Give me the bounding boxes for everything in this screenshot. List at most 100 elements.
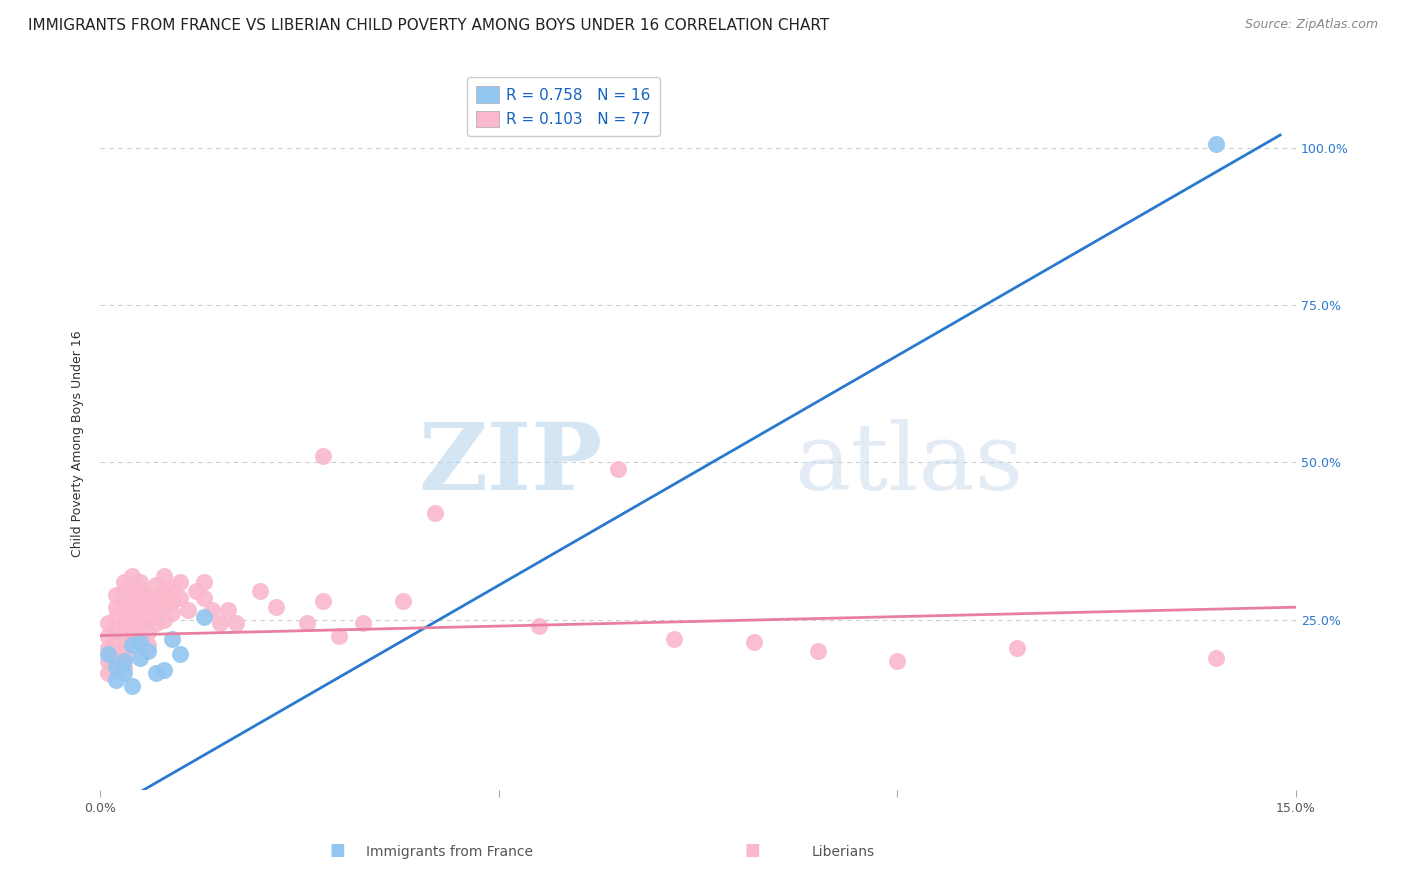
Point — [97, 654, 120, 668]
Point — [121, 603, 143, 617]
Point — [153, 568, 176, 582]
Point — [105, 654, 128, 668]
Point — [136, 644, 159, 658]
Point — [264, 600, 287, 615]
Point — [112, 584, 135, 599]
Text: ■: ■ — [744, 841, 761, 859]
Y-axis label: Child Poverty Among Boys Under 16: Child Poverty Among Boys Under 16 — [72, 330, 84, 557]
Point — [105, 635, 128, 649]
Point — [160, 607, 183, 621]
Point — [423, 506, 446, 520]
Point — [136, 588, 159, 602]
Point — [129, 584, 152, 599]
Point — [1205, 137, 1227, 152]
Text: atlas: atlas — [794, 419, 1024, 509]
Point — [129, 594, 152, 608]
Point — [129, 628, 152, 642]
Point — [112, 615, 135, 630]
Point — [169, 648, 191, 662]
Point — [153, 663, 176, 677]
Point — [328, 628, 350, 642]
Point — [208, 615, 231, 630]
Point — [169, 591, 191, 605]
Point — [312, 594, 335, 608]
Point — [121, 628, 143, 642]
Point — [145, 591, 167, 605]
Point — [121, 679, 143, 693]
Point — [312, 449, 335, 463]
Point — [129, 650, 152, 665]
Point — [112, 574, 135, 589]
Point — [193, 609, 215, 624]
Point — [112, 628, 135, 642]
Point — [297, 615, 319, 630]
Point — [1205, 650, 1227, 665]
Point — [105, 600, 128, 615]
Point — [160, 632, 183, 646]
Point — [112, 603, 135, 617]
Point — [249, 584, 271, 599]
Point — [105, 622, 128, 636]
Point — [392, 594, 415, 608]
Point — [184, 584, 207, 599]
Point — [129, 635, 152, 649]
Point — [193, 591, 215, 605]
Point — [225, 615, 247, 630]
Point — [807, 644, 830, 658]
Point — [129, 574, 152, 589]
Point — [145, 666, 167, 681]
Point — [112, 660, 135, 674]
Point — [136, 600, 159, 615]
Point — [664, 632, 686, 646]
Point — [112, 666, 135, 681]
Point — [112, 594, 135, 608]
Point — [136, 638, 159, 652]
Point — [97, 648, 120, 662]
Point — [105, 609, 128, 624]
Point — [160, 594, 183, 608]
Point — [97, 628, 120, 642]
Point — [160, 582, 183, 596]
Point — [201, 603, 224, 617]
Point — [145, 578, 167, 592]
Point — [607, 461, 630, 475]
Point — [97, 641, 120, 656]
Point — [129, 615, 152, 630]
Point — [105, 673, 128, 687]
Point — [145, 603, 167, 617]
Point — [742, 635, 765, 649]
Point — [112, 648, 135, 662]
Point — [105, 660, 128, 674]
Point — [527, 619, 550, 633]
Point — [121, 638, 143, 652]
Point — [97, 615, 120, 630]
Text: ■: ■ — [329, 841, 346, 859]
Point — [193, 574, 215, 589]
Point — [121, 591, 143, 605]
Legend: R = 0.758   N = 16, R = 0.103   N = 77: R = 0.758 N = 16, R = 0.103 N = 77 — [467, 78, 659, 136]
Point — [112, 654, 135, 668]
Point — [105, 644, 128, 658]
Point — [1005, 641, 1028, 656]
Point — [129, 638, 152, 652]
Point — [129, 603, 152, 617]
Point — [177, 603, 200, 617]
Point — [105, 588, 128, 602]
Point — [112, 638, 135, 652]
Point — [169, 574, 191, 589]
Point — [217, 603, 239, 617]
Point — [136, 613, 159, 627]
Point — [145, 615, 167, 630]
Point — [886, 654, 908, 668]
Point — [153, 584, 176, 599]
Point — [97, 666, 120, 681]
Point — [153, 613, 176, 627]
Text: Immigrants from France: Immigrants from France — [367, 846, 533, 859]
Text: Source: ZipAtlas.com: Source: ZipAtlas.com — [1244, 18, 1378, 31]
Text: Liberians: Liberians — [813, 846, 875, 859]
Point — [121, 578, 143, 592]
Text: ZIP: ZIP — [418, 419, 603, 509]
Point — [121, 568, 143, 582]
Point — [153, 600, 176, 615]
Point — [136, 625, 159, 640]
